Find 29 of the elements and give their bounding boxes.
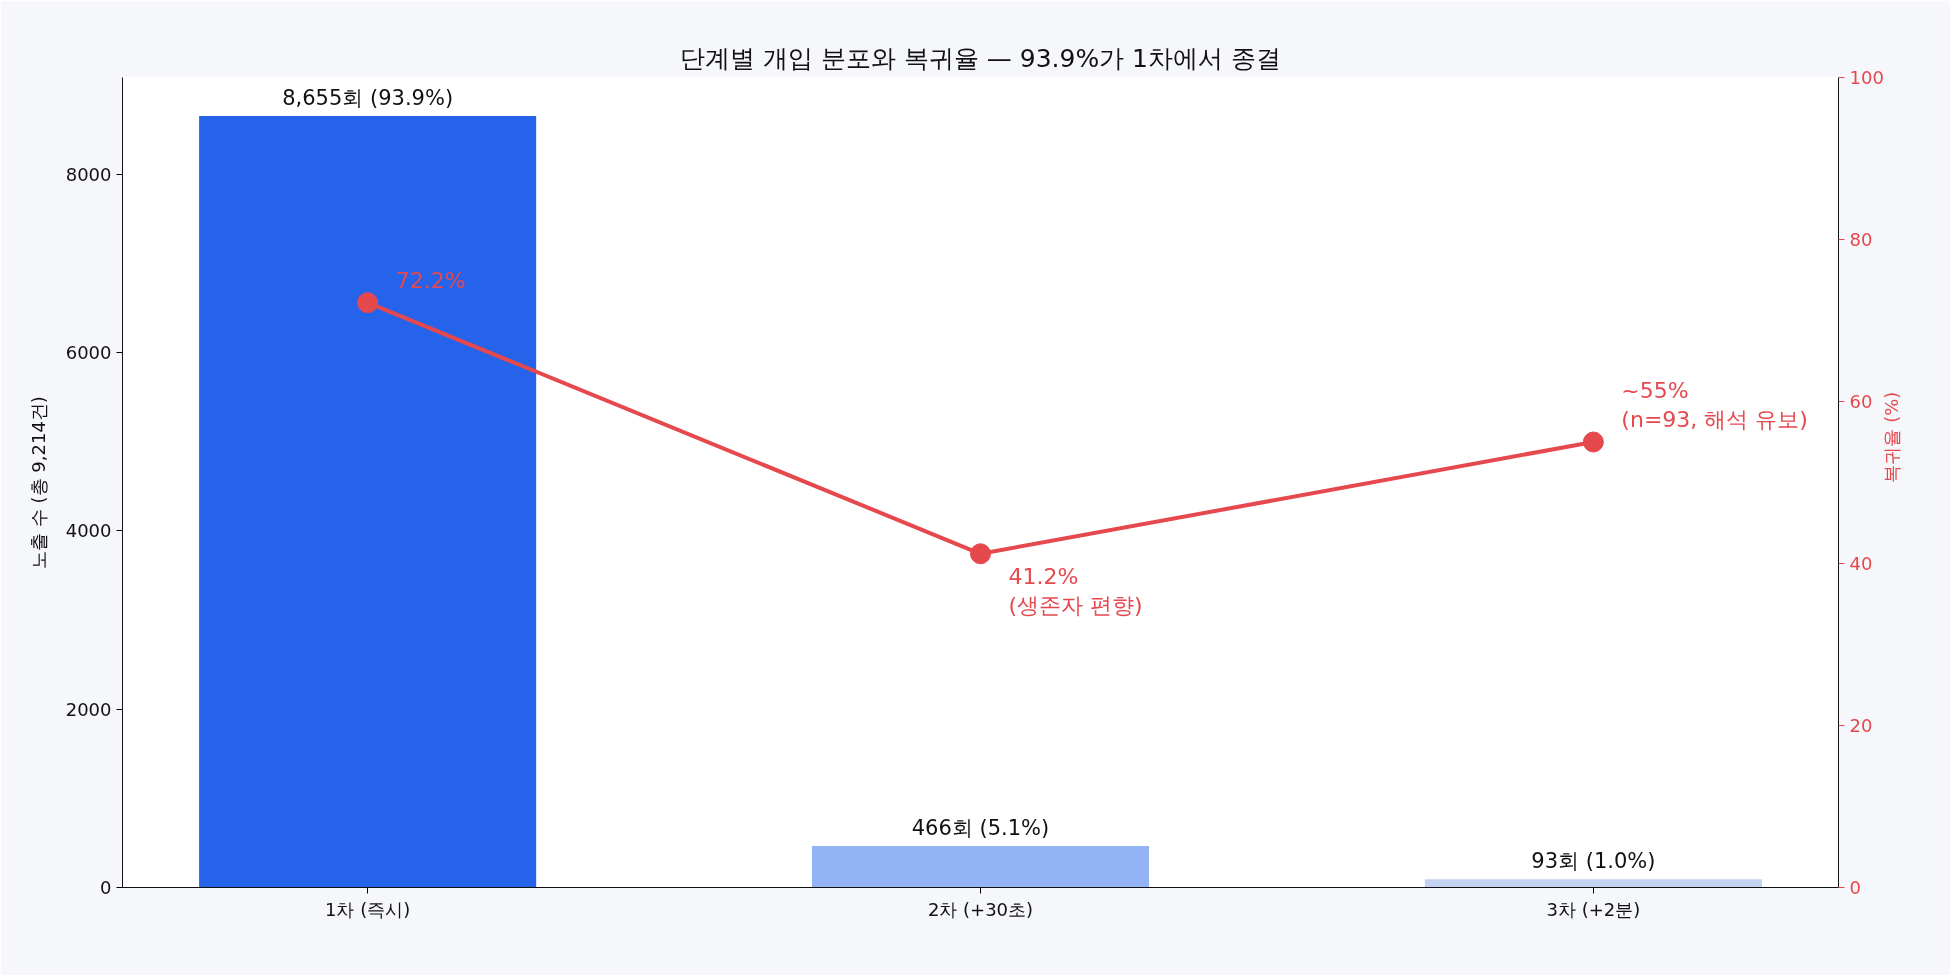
point: [1582, 431, 1604, 453]
x-tick-label: 1차 (즉시): [325, 898, 411, 920]
point: [357, 292, 379, 314]
y-axis-title: 노출 수 (총 9,214건): [27, 396, 49, 569]
y-tick-label: 8000: [65, 163, 112, 185]
y-tick-label: 0: [100, 877, 112, 898]
y-tick-label: 6000: [65, 342, 112, 364]
x-tick-label: 2차 (+30초): [927, 898, 1034, 920]
y2-tick-label: 20: [1849, 715, 1873, 736]
y-tick-label: 2000: [65, 698, 112, 720]
y2-tick-label: 80: [1849, 229, 1873, 250]
y-tick-label: 4000: [65, 520, 112, 542]
y2-axis-title: 복귀율 (%): [1881, 391, 1903, 483]
data-label: 466회 (5.1%): [911, 815, 1050, 840]
x-tick-label: 3차 (+2분): [1546, 898, 1641, 920]
chart-title: 단계별 개입 분포와 복귀율 — 93.9%가 1차에서 종결: [680, 43, 1281, 73]
point: [970, 543, 991, 565]
bar: [199, 116, 537, 888]
y2-tick-label: 0: [1849, 877, 1861, 898]
y2-tick-label: 60: [1849, 391, 1873, 412]
bar: [811, 845, 1150, 888]
data-label: ~55% (n=93, 해석 유보): [1621, 378, 1808, 432]
y2-tick-label: 40: [1849, 553, 1873, 574]
bar: [1424, 879, 1762, 888]
y2-tick-label: 100: [1849, 67, 1884, 88]
data-label: 41.2% (생존자 편향): [1008, 563, 1143, 618]
data-label: 93회 (1.0%): [1531, 849, 1656, 874]
data-label: 8,655회 (93.9%): [282, 86, 454, 111]
data-label: 72.2%: [395, 267, 466, 293]
